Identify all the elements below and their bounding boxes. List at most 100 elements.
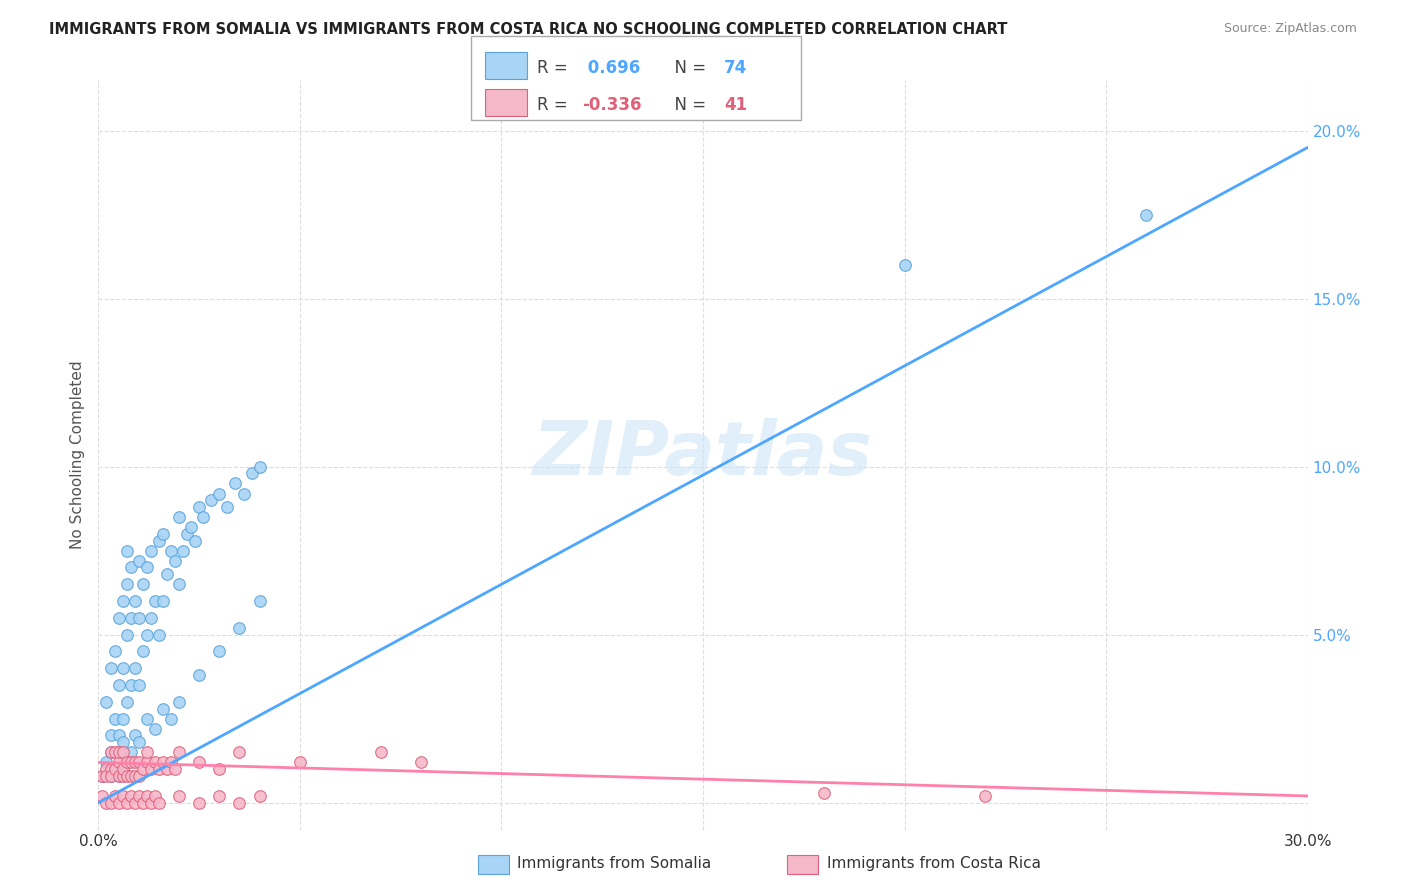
Point bbox=[96, 762, 118, 776]
Point bbox=[188, 796, 211, 810]
Point bbox=[96, 769, 118, 783]
Point bbox=[111, 769, 134, 783]
Point bbox=[100, 745, 122, 759]
Y-axis label: No Schooling Completed: No Schooling Completed bbox=[70, 360, 86, 549]
Text: N =: N = bbox=[664, 59, 711, 77]
Point bbox=[143, 756, 166, 770]
Point bbox=[224, 476, 246, 491]
Point bbox=[135, 560, 157, 574]
Point bbox=[100, 796, 122, 810]
Point bbox=[107, 769, 129, 783]
Point bbox=[124, 796, 146, 810]
Point bbox=[139, 762, 162, 776]
Point bbox=[160, 543, 183, 558]
Point bbox=[124, 756, 146, 770]
Point bbox=[100, 769, 122, 783]
Point bbox=[156, 762, 179, 776]
Point bbox=[143, 594, 166, 608]
Point bbox=[139, 543, 162, 558]
Point bbox=[103, 762, 125, 776]
Point bbox=[128, 611, 150, 625]
Point bbox=[135, 745, 157, 759]
Point bbox=[111, 712, 134, 726]
Point bbox=[100, 661, 122, 675]
Point bbox=[152, 756, 174, 770]
Point bbox=[232, 486, 254, 500]
Point bbox=[115, 769, 138, 783]
Point bbox=[124, 769, 146, 783]
Point bbox=[120, 789, 142, 803]
Point bbox=[184, 533, 207, 548]
Point bbox=[96, 695, 118, 709]
Point bbox=[167, 510, 190, 524]
Point bbox=[893, 258, 915, 272]
Point bbox=[148, 762, 170, 776]
Point bbox=[288, 756, 311, 770]
Point bbox=[115, 577, 138, 591]
Point bbox=[115, 695, 138, 709]
Text: -0.336: -0.336 bbox=[582, 96, 641, 114]
Point bbox=[813, 786, 835, 800]
Text: 41: 41 bbox=[724, 96, 747, 114]
Point bbox=[132, 762, 155, 776]
Point bbox=[128, 789, 150, 803]
Point bbox=[103, 745, 125, 759]
Point bbox=[107, 796, 129, 810]
Point bbox=[228, 745, 250, 759]
Point bbox=[107, 678, 129, 692]
Point bbox=[124, 661, 146, 675]
Point bbox=[111, 661, 134, 675]
Point bbox=[228, 621, 250, 635]
Point bbox=[100, 729, 122, 743]
Point bbox=[107, 756, 129, 770]
Point bbox=[200, 493, 222, 508]
Text: Source: ZipAtlas.com: Source: ZipAtlas.com bbox=[1223, 22, 1357, 36]
Point bbox=[167, 789, 190, 803]
Point bbox=[111, 745, 134, 759]
Point bbox=[128, 735, 150, 749]
Point bbox=[163, 762, 186, 776]
Point bbox=[188, 500, 211, 514]
Point bbox=[120, 611, 142, 625]
Point bbox=[111, 594, 134, 608]
Point bbox=[249, 789, 271, 803]
Point bbox=[409, 756, 432, 770]
Point bbox=[172, 543, 194, 558]
Point bbox=[91, 769, 114, 783]
Point bbox=[370, 745, 392, 759]
Point bbox=[91, 789, 114, 803]
Point bbox=[120, 678, 142, 692]
Point bbox=[100, 745, 122, 759]
Point bbox=[107, 745, 129, 759]
Point bbox=[1135, 208, 1157, 222]
Point bbox=[107, 745, 129, 759]
Text: 74: 74 bbox=[724, 59, 748, 77]
Point bbox=[135, 789, 157, 803]
Point bbox=[120, 769, 142, 783]
Point bbox=[974, 789, 997, 803]
Point bbox=[160, 756, 183, 770]
Point bbox=[217, 500, 239, 514]
Point bbox=[115, 756, 138, 770]
Point bbox=[167, 745, 190, 759]
Point bbox=[152, 594, 174, 608]
Text: 0.696: 0.696 bbox=[582, 59, 640, 77]
Point bbox=[208, 644, 231, 658]
Point bbox=[103, 644, 125, 658]
Point bbox=[96, 796, 118, 810]
Point bbox=[143, 722, 166, 736]
Point bbox=[156, 567, 179, 582]
Point bbox=[160, 712, 183, 726]
Point bbox=[124, 594, 146, 608]
Text: R =: R = bbox=[537, 96, 574, 114]
Point bbox=[128, 678, 150, 692]
Point bbox=[120, 756, 142, 770]
Point bbox=[107, 769, 129, 783]
Point bbox=[188, 668, 211, 682]
Point bbox=[228, 796, 250, 810]
Point bbox=[111, 735, 134, 749]
Point bbox=[91, 769, 114, 783]
Point bbox=[107, 729, 129, 743]
Text: Immigrants from Costa Rica: Immigrants from Costa Rica bbox=[827, 856, 1040, 871]
Point bbox=[100, 769, 122, 783]
